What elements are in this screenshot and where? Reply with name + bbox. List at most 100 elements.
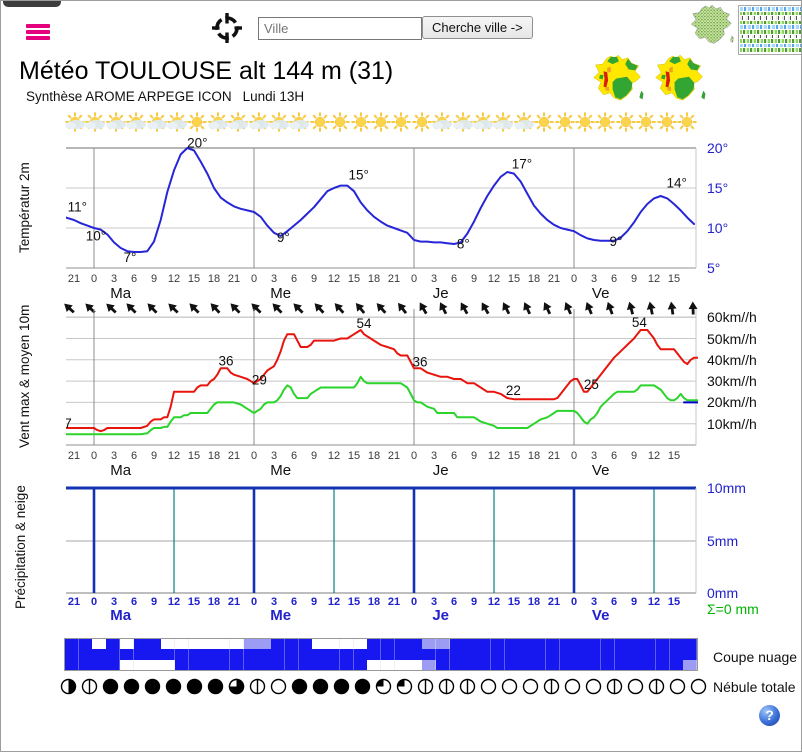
x-axis-tick: 9 [631,273,637,285]
cloud-cell [133,639,148,650]
x-axis-tick: 0 [571,596,577,608]
cloud-cell [312,649,327,661]
cloud-cell [435,639,451,650]
temp-y-label: 15° [707,180,729,196]
x-axis-tick: 3 [271,450,277,462]
cloud-cell [614,659,629,671]
sun-icon [616,112,636,132]
wind-y-label: 20km//h [707,394,757,411]
x-axis-tick: 9 [471,273,477,285]
wind-chart: 21 0 3 6 9 12 15 18 21 0 3 6 9 12 15 18 21 0 3 6 9 12 15 18 21 0 3… [66,309,698,479]
cloud-cell [642,639,657,650]
sun-icon [310,112,330,132]
point-label: 15° [348,168,368,183]
x-axis-tick: 3 [431,450,437,462]
wind-arrow-icon [147,303,158,314]
wind-arrow-icon [397,302,407,314]
cloud-section-heatmap [64,638,698,671]
cloud-cell [257,639,272,650]
cloud-cell [669,639,684,650]
cloud-cell [435,649,451,661]
cloud-cell [490,649,506,661]
cloud-cell [161,659,176,671]
cloudiness-symbol-full [312,678,328,695]
cloud-cell [381,639,396,650]
wind-arrow-icon [335,303,345,314]
cloud-cell [326,659,341,671]
cloud-cell [367,649,382,661]
x-axis-tick: 9 [151,450,157,462]
wind-arrow-icon [64,303,75,314]
cloud-cell [284,649,300,661]
x-axis-tick: 15 [668,596,680,608]
day-label: Ma [110,285,131,301]
wind-arrow-icon [105,303,117,314]
cloud-cell [271,639,286,650]
cloud-cell [600,639,616,650]
x-axis-tick: 15 [508,596,520,608]
cloud-cell [271,649,286,661]
legend-row [740,29,801,34]
crosshair-locate-icon[interactable] [209,10,245,46]
france-vigilance-map[interactable] [653,53,707,104]
precip-y-label: 0mm [707,585,739,601]
wind-arrow-icon [314,303,325,314]
x-axis-tick: 18 [528,450,540,462]
cloudiness-symbol-line [417,678,433,695]
sun-icon [391,112,411,132]
menu-button[interactable] [26,24,50,40]
x-axis-tick: 21 [548,273,560,285]
cloud-cell [119,639,135,650]
search-city-button[interactable]: Cherche ville -> [422,16,533,39]
cloud-cell [394,639,409,650]
cloud-cell [65,639,80,650]
cloud-cell [449,649,464,661]
france-vigilance-map[interactable] [591,53,645,104]
cloud-cell [229,639,245,650]
point-label: 20° [187,136,207,151]
cloud-cell [463,659,478,671]
wind-arrow-icon [605,301,615,315]
temp-y-label: 5° [707,260,721,276]
point-label: 14° [666,176,686,191]
cloud-cell [655,659,671,671]
x-axis-tick: 6 [291,450,297,462]
menu-icon [26,24,50,28]
cloud-section-label: Coupe nuage [713,649,798,665]
x-axis-tick: 6 [451,450,457,462]
x-axis-tick: 12 [648,450,660,462]
x-axis-tick: 9 [311,273,317,285]
cloud-sun-icon [269,112,289,132]
x-axis-tick: 15 [508,450,520,462]
cloud-sun-icon [248,112,269,132]
city-search-input[interactable] [258,17,422,40]
cloud-cell [284,639,300,650]
x-axis-tick: 0 [91,273,97,285]
cloud-cell [683,659,698,671]
legend-row [740,25,801,29]
cloud-cell [202,649,217,661]
precip-y-label: 10mm [707,480,746,496]
day-label: Ve [592,607,610,623]
x-axis-tick: 18 [368,596,380,608]
x-axis-tick: 0 [411,596,417,608]
cloud-cell [202,659,217,671]
help-icon[interactable]: ? [759,705,780,726]
cloud-cell [202,639,217,650]
legend-row [740,20,801,25]
cloudiness-symbol-line [648,678,664,695]
cloud-cell [532,649,547,661]
page-subtitle: Synthèse AROME ARPEGE ICON Lundi 13H [26,89,304,104]
cloudiness-symbol-full [144,678,160,695]
cloud-cell [628,659,643,671]
x-axis-tick: 3 [111,596,117,608]
cloud-cell [559,639,574,650]
sun-icon [330,112,350,132]
x-axis-tick: 0 [251,596,257,608]
cloud-cell [669,649,684,661]
wind-arrow-icon [376,303,387,314]
cloud-cell [381,649,396,661]
cloud-cell [353,659,368,671]
cloud-cell [188,639,203,650]
france-overview-map[interactable] [689,3,735,47]
